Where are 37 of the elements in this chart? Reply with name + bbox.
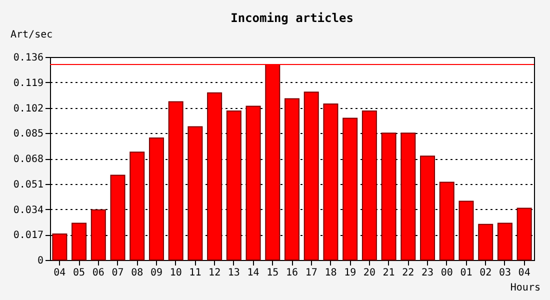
x-tick-label: 00 (440, 268, 453, 278)
x-tick-label: 07 (112, 268, 124, 278)
x-tick-label: 11 (189, 268, 202, 278)
y-tick-label: 0.068 (13, 154, 44, 165)
y-tick-label: 0.119 (13, 78, 44, 89)
x-tick-label: 03 (498, 268, 511, 278)
x-tick-label: 22 (402, 268, 414, 278)
x-tick-label: 13 (228, 268, 240, 278)
x-tick-label: 04 (54, 268, 66, 278)
x-tick-label: 01 (460, 268, 472, 278)
x-tick-label: 23 (421, 268, 434, 278)
x-tick-label: 21 (382, 268, 395, 278)
x-tick-label: 16 (286, 268, 298, 278)
y-axis-title: Art/sec (10, 30, 53, 40)
x-tick-label: 15 (266, 268, 279, 278)
x-tick-label: 19 (344, 268, 356, 278)
x-tick-label: 20 (363, 268, 376, 278)
x-tick-label: 10 (170, 268, 182, 278)
y-tick-label: 0 (37, 256, 44, 266)
x-tick-label: 04 (518, 268, 530, 278)
y-tick-label: 0.102 (13, 103, 44, 114)
x-tick-label: 12 (208, 268, 221, 278)
x-tick-label: 02 (480, 268, 492, 278)
chart-title: Incoming articles (230, 11, 354, 25)
x-tick-label: 05 (73, 268, 86, 278)
x-tick-label: 17 (305, 268, 318, 278)
x-tick-label: 06 (92, 268, 104, 278)
x-tick-label: 14 (247, 268, 260, 278)
x-tick-label: 18 (324, 268, 337, 278)
y-tick-label: 0.017 (13, 230, 44, 242)
y-tick-label: 0.051 (13, 179, 44, 190)
x-axis-title: Hours (510, 282, 540, 294)
y-tick-label: 0.136 (13, 52, 44, 64)
y-tick-label: 0.034 (13, 204, 44, 216)
y-tick-label: 0.085 (13, 128, 44, 140)
x-tick-label: 09 (150, 268, 163, 278)
x-tick-label: 08 (131, 268, 144, 278)
